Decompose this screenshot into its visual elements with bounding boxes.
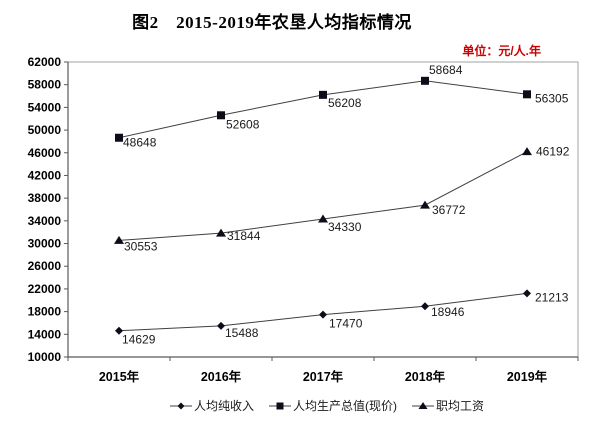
diamond-marker-icon xyxy=(421,302,429,311)
y-tick-label: 10000 xyxy=(28,350,62,364)
data-label: 36772 xyxy=(432,203,466,217)
triangle-marker-icon xyxy=(522,147,532,156)
chart-title: 图2 2015-2019年农垦人均指标情况 xyxy=(132,13,412,32)
y-tick-label: 38000 xyxy=(28,191,62,205)
y-tick-label: 18000 xyxy=(28,305,62,319)
data-label: 48648 xyxy=(123,136,157,150)
diamond-marker-icon xyxy=(319,310,327,319)
legend-label: 职均工资 xyxy=(436,399,485,413)
legend-item-职均工资: 职均工资 xyxy=(412,397,484,414)
series-人均纯收入: 14629 15488 17470 18946 21213 xyxy=(115,289,569,347)
data-label: 46192 xyxy=(536,145,570,159)
diamond-marker-icon xyxy=(115,326,123,335)
data-label: 17470 xyxy=(329,317,363,331)
axes xyxy=(67,62,578,358)
diamond-marker-icon xyxy=(177,402,185,409)
data-label: 34330 xyxy=(328,220,362,234)
unit-label: 单位：元/人.年 xyxy=(462,44,541,58)
y-axis-ticks: 10000 14000 18000 22000 26000 30000 34000 38000… xyxy=(28,55,68,364)
legend-label: 人均纯收入 xyxy=(193,399,254,413)
legend: 人均纯收入 人均生产总值(现价) 职均工资 xyxy=(27,397,600,414)
diamond-legend-marker-icon xyxy=(169,402,192,409)
data-label: 56208 xyxy=(328,96,362,110)
x-tick-label: 2015年 xyxy=(99,369,140,384)
series-人均生产总值(现价): 48648 52608 56208 58684 56305 xyxy=(115,63,569,150)
data-label: 52608 xyxy=(226,117,260,131)
diamond-marker-icon xyxy=(523,289,531,298)
square-marker-icon xyxy=(523,90,531,99)
triangle-marker-icon xyxy=(216,228,226,237)
y-tick-label: 50000 xyxy=(28,123,62,137)
triangle-marker-icon xyxy=(114,235,124,244)
data-label: 56305 xyxy=(535,91,569,105)
series-line xyxy=(118,151,528,241)
triangle-marker-icon xyxy=(418,401,428,409)
triangle-marker-icon xyxy=(318,214,328,223)
square-marker-icon xyxy=(115,133,123,142)
square-marker-icon xyxy=(276,402,284,409)
x-tick-label: 2019年 xyxy=(507,369,548,384)
square-marker-icon xyxy=(217,111,225,120)
y-tick-label: 22000 xyxy=(28,282,62,296)
x-tick-label: 2016年 xyxy=(201,369,242,384)
y-tick-label: 30000 xyxy=(28,237,62,251)
y-tick-label: 26000 xyxy=(28,259,62,273)
y-tick-label: 42000 xyxy=(28,168,62,182)
series-职均工资: 30553 31844 34330 36772 46192 xyxy=(114,145,570,253)
diamond-marker-icon xyxy=(217,321,225,330)
data-label: 31844 xyxy=(227,229,261,243)
x-axis-ticks: 2015年 2016年 2017年 2018年 2019年 xyxy=(67,357,579,384)
x-tick-label: 2018年 xyxy=(405,369,446,384)
square-marker-icon xyxy=(319,90,327,99)
y-tick-label: 58000 xyxy=(28,78,62,92)
y-tick-label: 14000 xyxy=(28,327,62,341)
data-label: 21213 xyxy=(535,290,569,304)
y-tick-label: 46000 xyxy=(28,146,62,160)
y-tick-label: 62000 xyxy=(28,55,62,69)
data-label: 14629 xyxy=(122,333,156,347)
y-tick-label: 34000 xyxy=(28,214,62,228)
data-label: 15488 xyxy=(225,326,259,340)
data-label: 58684 xyxy=(429,63,463,77)
square-legend-marker-icon xyxy=(269,402,291,409)
x-tick-label: 2017年 xyxy=(303,369,344,384)
legend-item-人均生产总值(现价): 人均生产总值(现价) xyxy=(269,397,397,414)
triangle-legend-marker-icon xyxy=(412,401,434,409)
y-tick-label: 54000 xyxy=(28,100,62,114)
data-label: 30553 xyxy=(124,239,158,253)
square-marker-icon xyxy=(421,76,429,85)
legend-label: 人均生产总值(现价) xyxy=(293,399,397,413)
legend-item-人均纯收入: 人均纯收入 xyxy=(169,397,254,414)
series-line xyxy=(118,80,528,139)
data-label: 18946 xyxy=(431,305,465,319)
triangle-marker-icon xyxy=(420,200,430,209)
